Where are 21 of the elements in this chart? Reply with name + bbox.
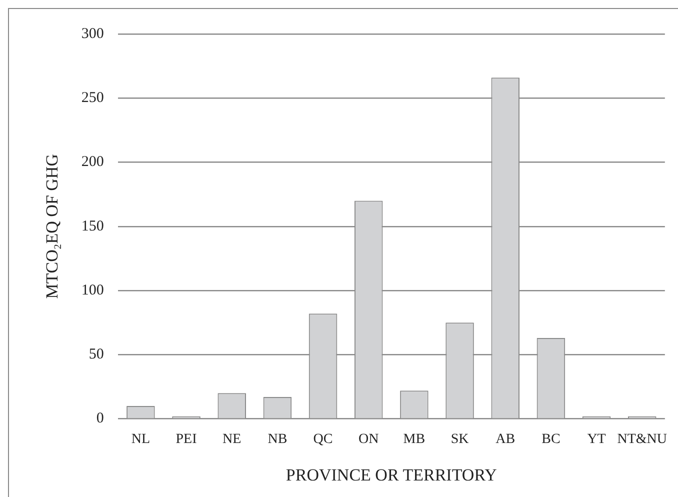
x-tick-label: BC (542, 432, 560, 447)
y-tick-label: 200 (81, 154, 104, 170)
x-tick-label: YT (587, 432, 606, 447)
x-tick-label: ON (358, 432, 379, 447)
y-tick-label: 100 (81, 282, 104, 298)
x-tick-label: AB (496, 432, 516, 447)
y-tick-label: 50 (88, 346, 104, 363)
x-tick-label: QC (313, 432, 333, 447)
x-axis-title: PROVINCE OR TERRITORY (286, 465, 497, 484)
x-tick-label: PEI (176, 432, 198, 447)
x-tick-label: NE (222, 432, 242, 447)
y-tick-label: 250 (81, 90, 104, 106)
y-tick-label: 150 (81, 218, 104, 234)
x-tick-label: SK (450, 432, 469, 447)
x-tick-label: NB (268, 432, 288, 447)
x-tick-label: NT&NU (617, 432, 668, 447)
y-axis-title: MTCO₂EQ OF GHG (42, 154, 62, 299)
y-tick-label: 300 (81, 26, 104, 42)
x-tick-label: NL (131, 432, 150, 447)
x-tick-label: MB (403, 432, 426, 447)
y-tick-label: 0 (96, 410, 104, 427)
